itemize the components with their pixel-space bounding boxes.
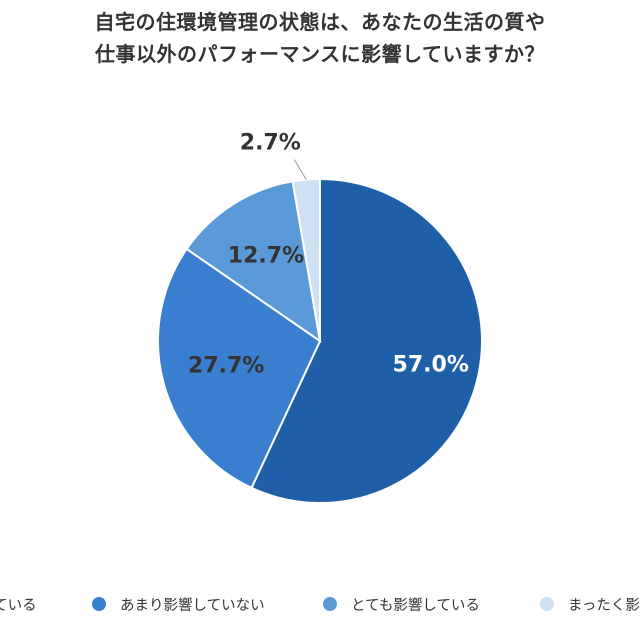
- legend-label-2: あまり影響していない: [120, 597, 265, 614]
- pie-labels: 57.0% 27.7% 12.7% 2.7%: [188, 131, 469, 379]
- legend-swatch-3: [323, 597, 337, 611]
- pie-slice-2: [157, 247, 322, 490]
- legend-label-4: まったく影響: [568, 597, 640, 614]
- pie-slice-1: [250, 177, 483, 504]
- legend-label-1: 影響している: [0, 597, 37, 614]
- pie-value-label-3: 12.7%: [228, 243, 304, 268]
- pie-leader-line: [293, 159, 307, 180]
- pie-value-label-2: 27.7%: [188, 353, 264, 378]
- pie-value-label-4: 2.7%: [240, 131, 301, 156]
- legend-swatch-2: [92, 597, 106, 611]
- pie-slice-3: [185, 180, 322, 344]
- chart-title: 自宅の住環境管理の状態は、あなたの生活の質や 仕事以外のパフォーマンスに影響して…: [0, 6, 640, 70]
- chart-legend: 影響している あまり影響していない とても影響している まったく影響: [0, 592, 640, 616]
- pie-slices: [157, 177, 483, 504]
- chart-title-line-2: 仕事以外のパフォーマンスに影響していますか？: [95, 42, 545, 66]
- legend-item-4: まったく影響: [540, 592, 640, 616]
- legend-item-3: とても影響している: [323, 592, 480, 616]
- chart-title-line-1: 自宅の住環境管理の状態は、あなたの生活の質や: [94, 10, 546, 34]
- pie-value-label-1: 57.0%: [393, 353, 469, 378]
- legend-item-2: あまり影響していない: [92, 592, 265, 616]
- legend-swatch-4: [540, 597, 554, 611]
- legend-label-3: とても影響している: [351, 597, 480, 614]
- legend-item-1: 影響している: [0, 592, 37, 616]
